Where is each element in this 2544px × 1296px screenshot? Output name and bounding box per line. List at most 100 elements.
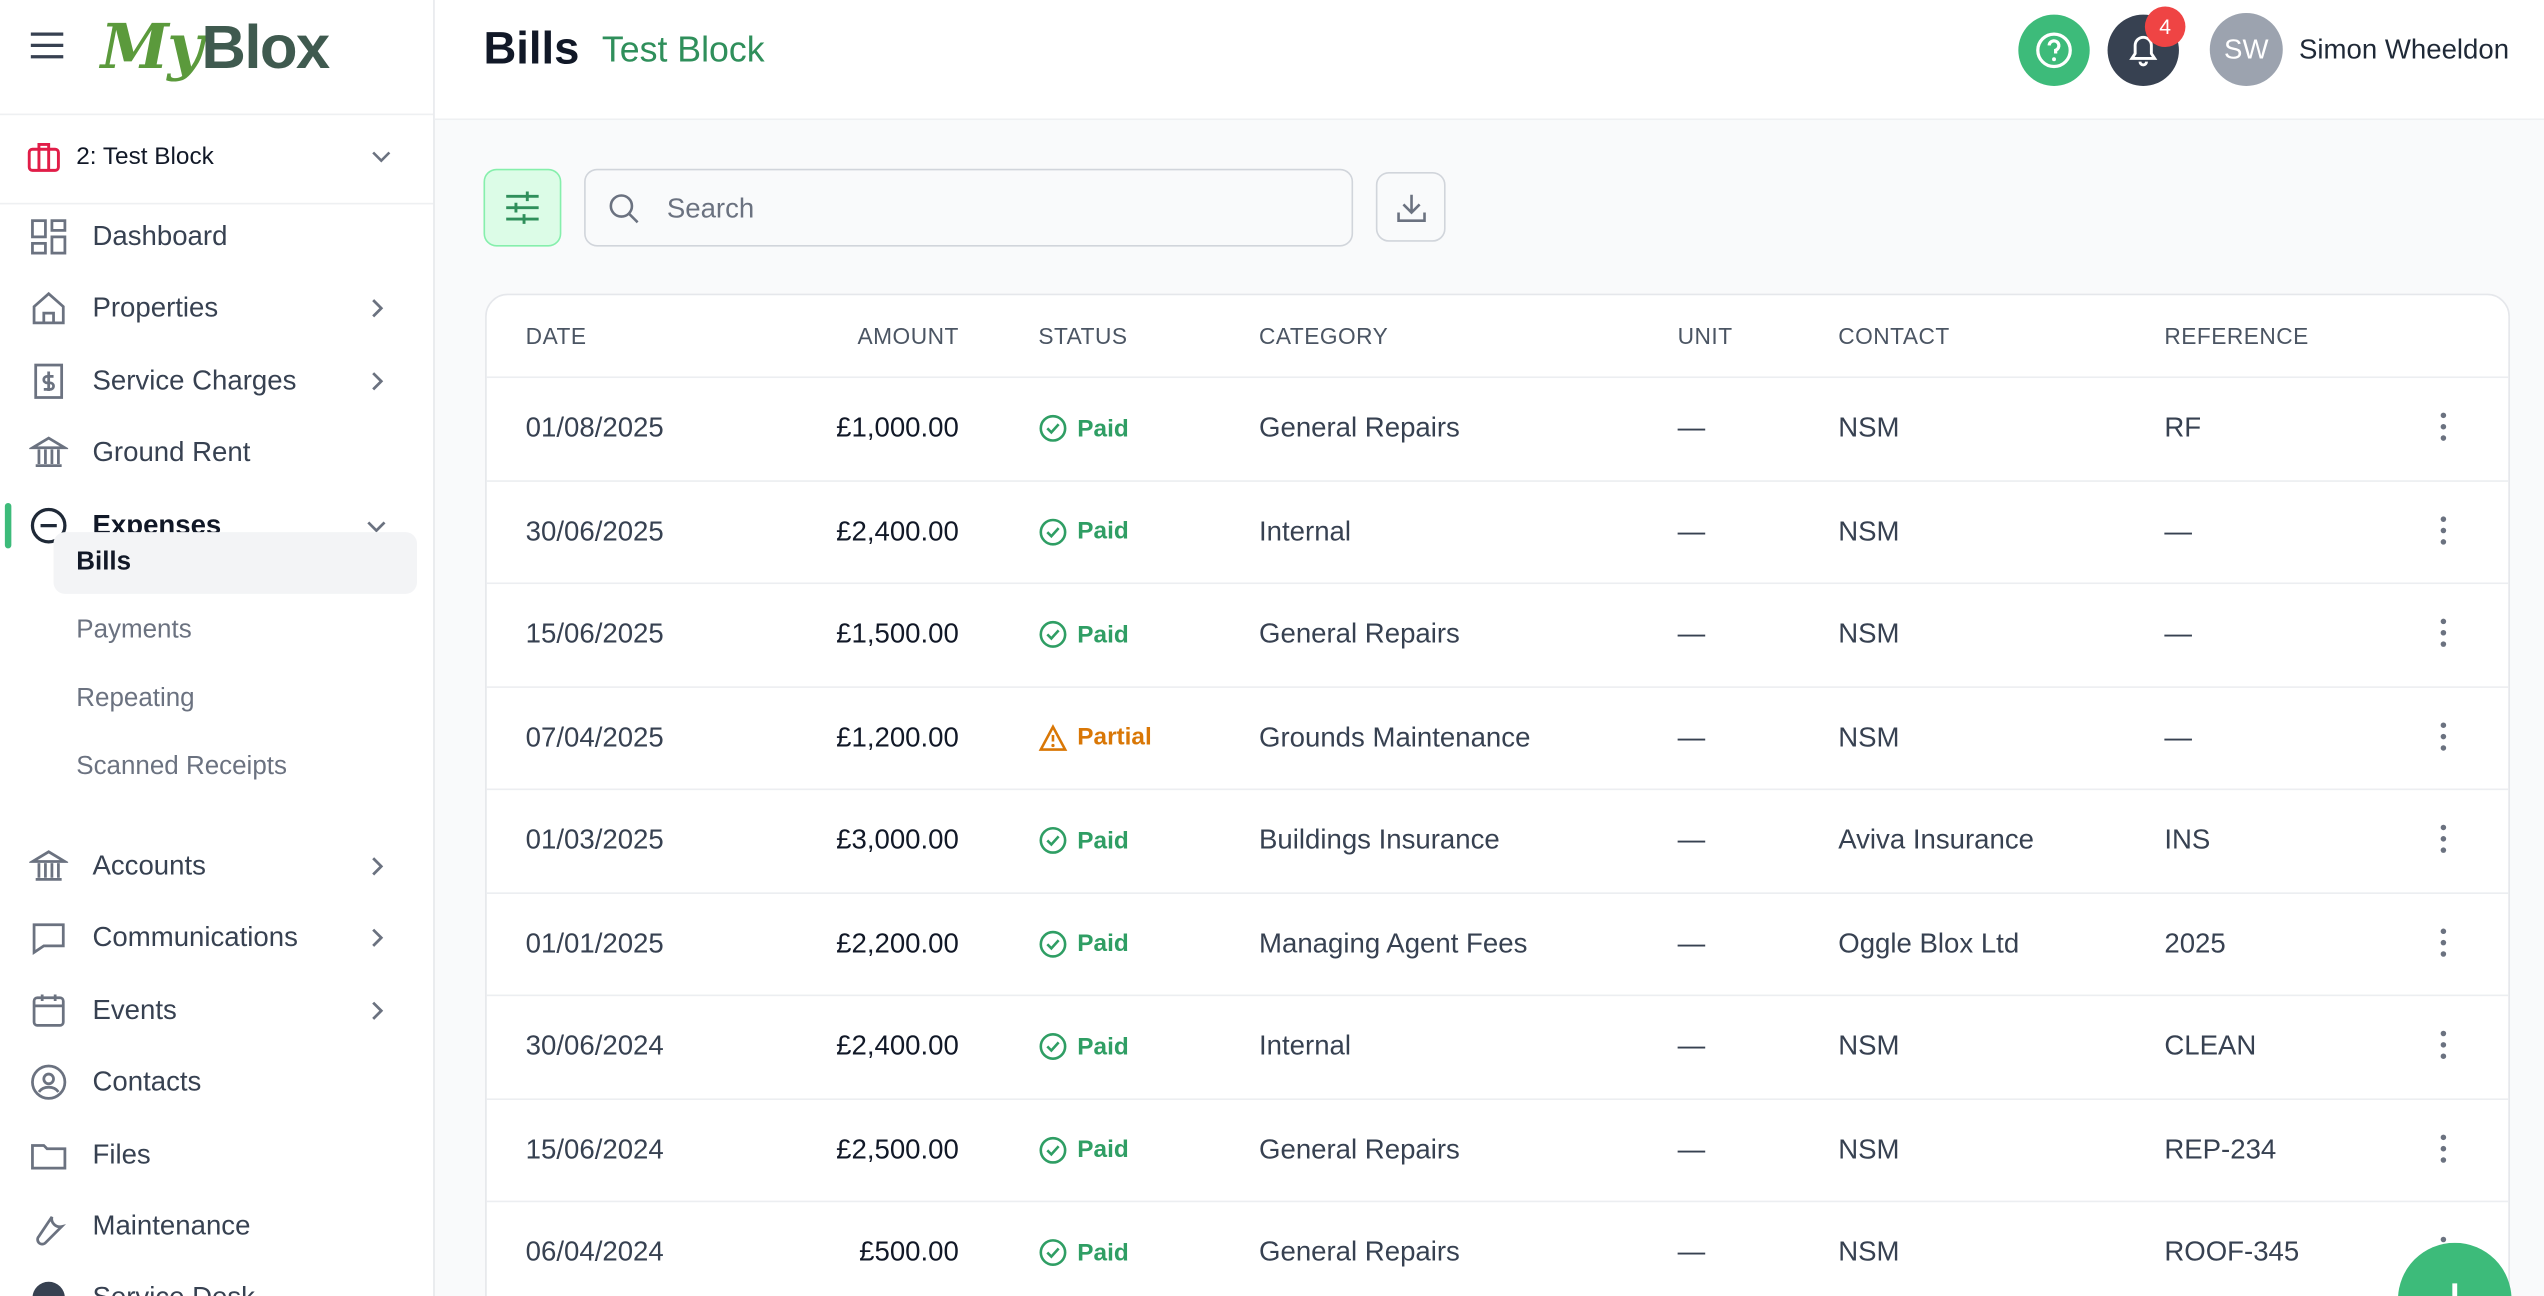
add-button[interactable] xyxy=(2398,1242,2512,1296)
help-button[interactable] xyxy=(2017,13,2092,88)
nav-label: Communications xyxy=(92,922,298,954)
bill-row[interactable]: 01/08/2025 £1,000.00 Paid General Repairs — N… xyxy=(486,376,2509,480)
category-cell: Internal xyxy=(1259,515,1352,546)
column-header: STATUS xyxy=(1038,322,1128,349)
subnav-label: Payments xyxy=(76,616,192,645)
contact-cell: NSM xyxy=(1838,515,1900,546)
bill-row[interactable]: 07/04/2025 £1,200.00 Partial Grounds Mainte… xyxy=(486,685,2509,789)
status-label: Paid xyxy=(1077,414,1129,443)
nav-item[interactable]: Contacts xyxy=(0,1050,433,1115)
subnav-item[interactable]: Payments xyxy=(54,600,417,662)
category-cell: Buildings Insurance xyxy=(1259,824,1500,856)
nav-icon-svg xyxy=(31,1064,67,1101)
nav-item[interactable]: Files xyxy=(0,1122,433,1187)
bill-row[interactable]: 15/06/2024 £2,500.00 Paid General Repairs — N… xyxy=(486,1097,2509,1202)
chevron xyxy=(357,847,396,886)
chevron xyxy=(357,289,396,328)
chevron-svg xyxy=(367,520,386,532)
subnav-label: Scanned Receipts xyxy=(76,752,287,781)
nav-icon-svg xyxy=(27,850,70,881)
contact-cell: NSM xyxy=(1838,412,1900,443)
bill-row[interactable]: 01/03/2025 £3,000.00 Paid Buildings Insuran… xyxy=(486,788,2509,893)
nav-item[interactable]: Maintenance xyxy=(0,1194,433,1259)
category-cell: General Repairs xyxy=(1259,412,1460,443)
search-icon xyxy=(609,194,639,224)
nav-item[interactable]: Dashboard xyxy=(0,204,433,269)
status-label: Paid xyxy=(1077,517,1129,546)
status-icon xyxy=(1038,826,1067,855)
menu-icon[interactable] xyxy=(29,29,65,61)
column-header: CONTACT xyxy=(1838,322,1950,349)
subnav-item[interactable]: Scanned Receipts xyxy=(54,737,417,799)
nav-icon xyxy=(29,1207,68,1246)
download-button[interactable] xyxy=(1375,171,1446,242)
chevron xyxy=(357,991,396,1030)
category-cell: General Repairs xyxy=(1259,618,1460,649)
status-label: Paid xyxy=(1077,929,1129,958)
nav-icon xyxy=(27,433,70,472)
status-label: Paid xyxy=(1077,1238,1129,1267)
amount-cell: £3,000.00 xyxy=(836,824,959,856)
nav-icon-svg xyxy=(31,1143,67,1169)
category-cell: General Repairs xyxy=(1259,1236,1460,1268)
nav-icon xyxy=(29,506,68,545)
unit-cell: — xyxy=(1677,824,1706,856)
status-icon xyxy=(1038,723,1068,752)
block-selector[interactable]: 2: Test Block xyxy=(0,113,434,205)
header: Bills Test Block 4 SW Simon Wheeldon xyxy=(434,0,2544,121)
contact-cell: Aviva Insurance xyxy=(1838,824,2034,856)
chevron-svg xyxy=(372,371,384,391)
status-icon xyxy=(1038,1032,1067,1061)
nav-item[interactable]: Events xyxy=(0,978,433,1043)
bill-row[interactable]: 30/06/2025 £2,400.00 Paid Internal — NSM — xyxy=(486,479,2509,583)
nav-icon xyxy=(27,847,70,886)
status-badge: Paid xyxy=(1038,1135,1129,1164)
logo-my: My xyxy=(100,9,203,83)
row-menu[interactable] xyxy=(2434,1029,2453,1061)
nav-item[interactable]: Accounts xyxy=(0,834,433,899)
nav-item[interactable]: Service Charges xyxy=(0,348,433,413)
status-badge: Paid xyxy=(1038,1032,1129,1061)
row-menu[interactable] xyxy=(2434,1132,2453,1164)
nav-item[interactable]: Service Desk xyxy=(0,1266,433,1296)
status-badge: Paid xyxy=(1038,414,1129,443)
nav-icon-svg xyxy=(32,924,65,956)
status-label: Paid xyxy=(1077,1135,1129,1164)
nav-icon-svg xyxy=(27,436,70,468)
bill-row[interactable]: 30/06/2024 £2,400.00 Paid Internal — NSM CLEAN xyxy=(486,994,2509,1099)
row-menu[interactable] xyxy=(2434,514,2453,546)
row-menu[interactable] xyxy=(2434,823,2453,855)
reference-cell: INS xyxy=(2164,824,2211,856)
status-badge: Partial xyxy=(1038,723,1152,752)
chevron xyxy=(357,506,396,545)
amount-cell: £1,000.00 xyxy=(836,412,959,443)
amount-cell: £2,200.00 xyxy=(836,927,959,959)
reference-cell: — xyxy=(2164,618,2192,649)
unit-cell: — xyxy=(1677,721,1706,753)
user-name[interactable]: Simon Wheeldon xyxy=(2299,34,2510,65)
chevron xyxy=(372,151,391,163)
nav-item[interactable]: Properties xyxy=(0,276,433,341)
row-menu[interactable] xyxy=(2434,410,2453,442)
subnav-item[interactable]: Bills xyxy=(53,532,417,594)
filter-button[interactable] xyxy=(483,168,562,247)
bill-row[interactable]: 15/06/2025 £1,500.00 Paid General Repairs — N… xyxy=(486,582,2509,686)
status-badge: Paid xyxy=(1038,929,1129,958)
search-box[interactable]: Search xyxy=(584,168,1354,247)
status-icon xyxy=(1038,1135,1067,1164)
nav-item[interactable]: Ground Rent xyxy=(0,421,433,486)
subnav-item[interactable]: Repeating xyxy=(54,668,417,730)
nav-item[interactable]: Communications xyxy=(0,906,433,971)
nav-icon-svg xyxy=(31,219,67,255)
bill-row[interactable]: 06/04/2024 £500.00 Paid General Repairs — NSM… xyxy=(486,1200,2509,1296)
filter-icon xyxy=(506,191,539,224)
row-menu[interactable] xyxy=(2434,720,2453,752)
row-menu[interactable] xyxy=(2434,926,2453,958)
nav-icon xyxy=(29,1279,68,1296)
nav-label: Service Charges xyxy=(92,364,297,396)
row-menu[interactable] xyxy=(2434,617,2453,649)
logo-blox: Blox xyxy=(201,14,330,83)
bill-row[interactable]: 01/01/2025 £2,200.00 Paid Managing Agent Fe… xyxy=(486,891,2509,996)
avatar[interactable]: SW xyxy=(2209,12,2283,86)
